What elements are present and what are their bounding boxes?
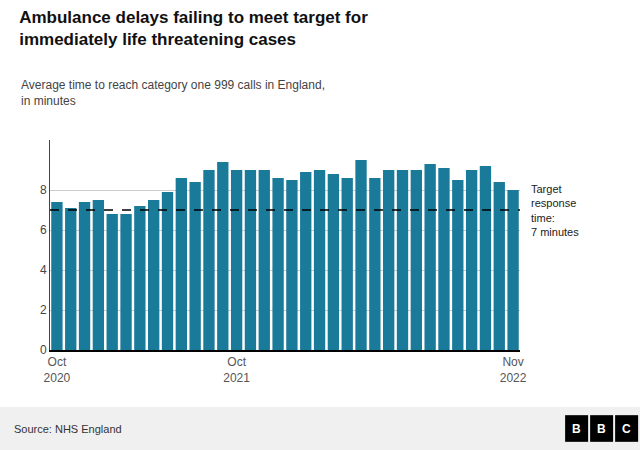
svg-text:4: 4 bbox=[40, 263, 47, 277]
svg-text:Targetresponsetime:7 minutes: Targetresponsetime:7 minutes bbox=[531, 183, 579, 238]
svg-text:Nov2022: Nov2022 bbox=[500, 355, 527, 385]
svg-text:B: B bbox=[572, 422, 581, 436]
svg-text:Oct2021: Oct2021 bbox=[223, 355, 250, 385]
svg-text:6: 6 bbox=[40, 223, 47, 237]
svg-text:B: B bbox=[597, 422, 606, 436]
svg-text:2: 2 bbox=[40, 303, 47, 317]
svg-text:0: 0 bbox=[40, 343, 47, 357]
svg-text:Source: NHS England: Source: NHS England bbox=[14, 423, 122, 435]
svg-text:8: 8 bbox=[40, 183, 47, 197]
svg-text:C: C bbox=[622, 422, 631, 436]
svg-text:Average time to reach category: Average time to reach category one 999 c… bbox=[21, 78, 325, 108]
svg-text:Oct2020: Oct2020 bbox=[44, 355, 71, 385]
svg-text:Ambulance delays failing to me: Ambulance delays failing to meet target … bbox=[19, 8, 368, 49]
